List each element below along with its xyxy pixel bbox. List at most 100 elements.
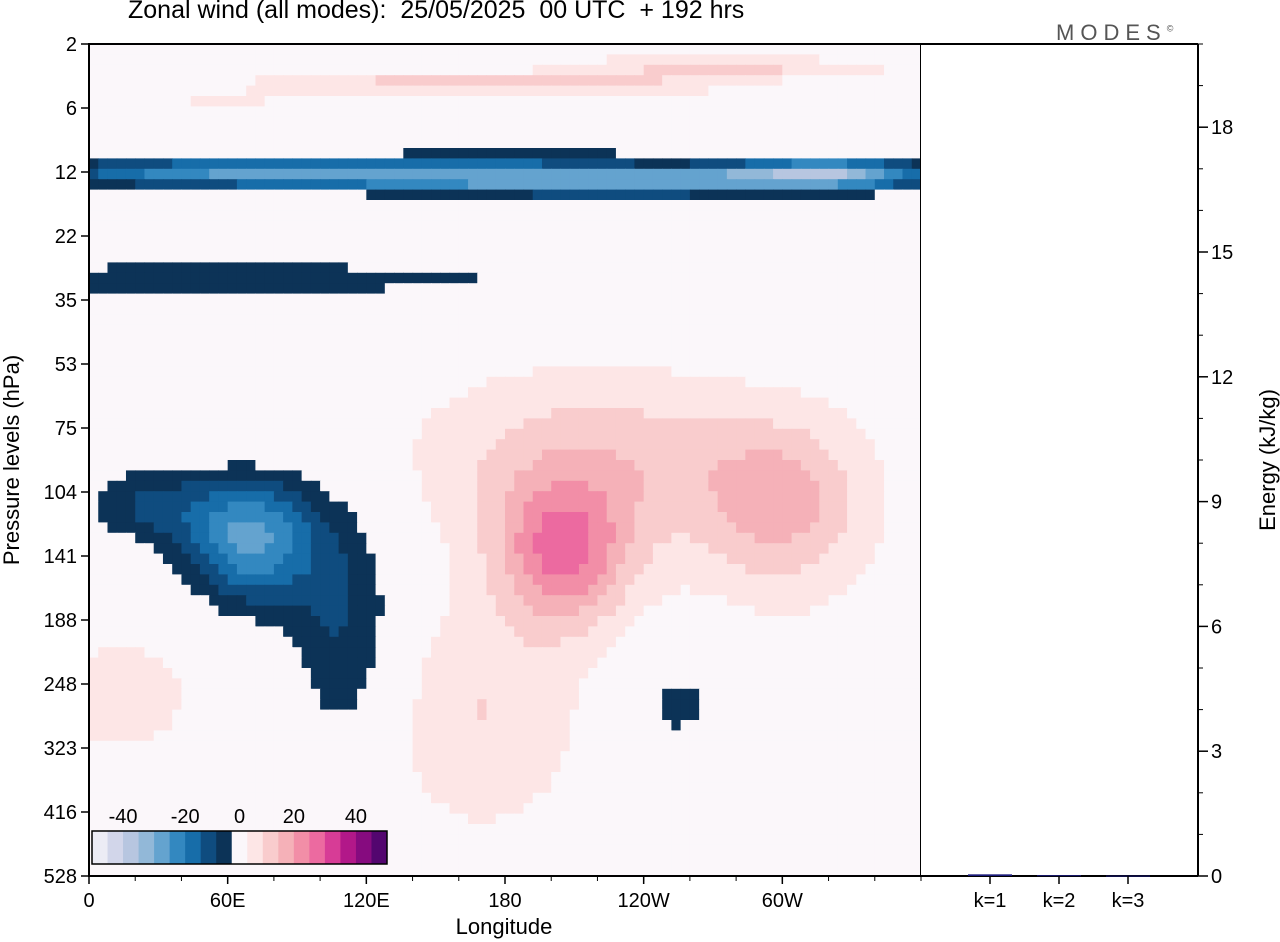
- heatmap-cell: [394, 220, 404, 232]
- heatmap-cell: [190, 439, 201, 451]
- heatmap-cell: [273, 584, 284, 596]
- heatmap-cell: [505, 241, 515, 253]
- heatmap-cell: [144, 387, 155, 399]
- heatmap-cell: [421, 75, 432, 87]
- heatmap-cell: [800, 252, 811, 263]
- heatmap-cell: [791, 397, 802, 409]
- heatmap-cell: [89, 262, 99, 274]
- heatmap-cell: [828, 137, 839, 149]
- heatmap-cell: [431, 75, 441, 87]
- heatmap-cell: [227, 262, 238, 274]
- heatmap-cell: [394, 314, 404, 326]
- heatmap-cell: [837, 304, 848, 315]
- heatmap-cell: [643, 553, 654, 565]
- heatmap-cell: [643, 356, 654, 367]
- heatmap-cell: [347, 543, 358, 555]
- heatmap-cell: [726, 44, 737, 55]
- heatmap-cell: [495, 85, 506, 97]
- heatmap-cell: [856, 252, 867, 263]
- heatmap-cell: [125, 439, 136, 451]
- heatmap-cell: [902, 564, 913, 575]
- heatmap-cell: [116, 480, 127, 492]
- heatmap-cell: [264, 449, 275, 461]
- heatmap-cell: [338, 252, 349, 263]
- heatmap-cell: [782, 543, 793, 555]
- heatmap-cell: [662, 54, 672, 66]
- heatmap-cell: [246, 574, 256, 586]
- heatmap-cell: [412, 543, 423, 555]
- heatmap-cell: [763, 460, 774, 471]
- heatmap-cell: [264, 64, 275, 76]
- heatmap-cell: [107, 335, 118, 347]
- heatmap-cell: [421, 220, 432, 232]
- heatmap-cell: [551, 200, 562, 211]
- heatmap-cell: [893, 532, 904, 544]
- heatmap-cell: [255, 262, 266, 274]
- heatmap-cell: [606, 54, 617, 66]
- heatmap-cell: [246, 512, 256, 523]
- heatmap-cell: [394, 272, 404, 284]
- heatmap-cell: [468, 397, 478, 409]
- heatmap-cell: [135, 387, 146, 399]
- heatmap-cell: [606, 314, 617, 326]
- heatmap-cell: [107, 106, 118, 118]
- heatmap-cell: [310, 252, 321, 263]
- heatmap-cell: [837, 158, 848, 170]
- heatmap-cell: [283, 200, 293, 211]
- heatmap-cell: [449, 439, 460, 451]
- heatmap-cell: [819, 574, 830, 586]
- heatmap-cell: [98, 366, 109, 378]
- heatmap-cell: [162, 283, 173, 295]
- heatmap-cell: [421, 200, 432, 211]
- heatmap-cell: [449, 605, 460, 617]
- heatmap-cell: [689, 387, 700, 399]
- heatmap-cell: [615, 148, 626, 159]
- heatmap-cell: [440, 179, 451, 191]
- heatmap-cell: [643, 595, 654, 607]
- heatmap-cell: [273, 293, 284, 305]
- heatmap-cell: [292, 210, 303, 222]
- heatmap-cell: [199, 428, 210, 440]
- heatmap-cell: [98, 428, 109, 440]
- heatmap-cell: [708, 522, 719, 534]
- heatmap-cell: [847, 44, 857, 55]
- heatmap-cell: [911, 293, 921, 305]
- heatmap-cell: [708, 366, 719, 378]
- heatmap-cell: [791, 64, 802, 76]
- heatmap-cell: [218, 574, 229, 586]
- heatmap-cell: [468, 231, 478, 243]
- heatmap-cell: [468, 522, 478, 534]
- heatmap-cell: [847, 179, 857, 191]
- heatmap-cell: [458, 220, 469, 232]
- heatmap-cell: [782, 366, 793, 378]
- heatmap-cell: [615, 553, 626, 565]
- heatmap-cell: [837, 220, 848, 232]
- heatmap-cell: [680, 158, 691, 170]
- heatmap-cell: [431, 376, 441, 388]
- heatmap-cell: [384, 324, 395, 336]
- heatmap-cell: [699, 314, 709, 326]
- heatmap-cell: [689, 189, 700, 201]
- heatmap-cell: [791, 106, 802, 118]
- heatmap-cell: [403, 616, 414, 627]
- heatmap-cell: [162, 532, 173, 544]
- heatmap-cell: [597, 293, 608, 305]
- heatmap-cell: [532, 96, 543, 107]
- heatmap-cell: [181, 428, 192, 440]
- heatmap-cell: [162, 220, 173, 232]
- heatmap-cell: [125, 272, 136, 284]
- heatmap-cell: [116, 304, 127, 315]
- heatmap-cell: [394, 574, 404, 586]
- heatmap-cell: [763, 241, 774, 253]
- heatmap-cell: [107, 387, 118, 399]
- heatmap-cell: [828, 220, 839, 232]
- heatmap-cell: [181, 584, 192, 596]
- heatmap-cell: [532, 324, 543, 336]
- heatmap-cell: [763, 418, 774, 430]
- heatmap-cell: [412, 272, 423, 284]
- heatmap-cell: [190, 168, 201, 180]
- heatmap-cell: [819, 116, 830, 128]
- heatmap-cell: [699, 574, 709, 586]
- heatmap-cell: [89, 397, 99, 409]
- heatmap-cell: [440, 200, 451, 211]
